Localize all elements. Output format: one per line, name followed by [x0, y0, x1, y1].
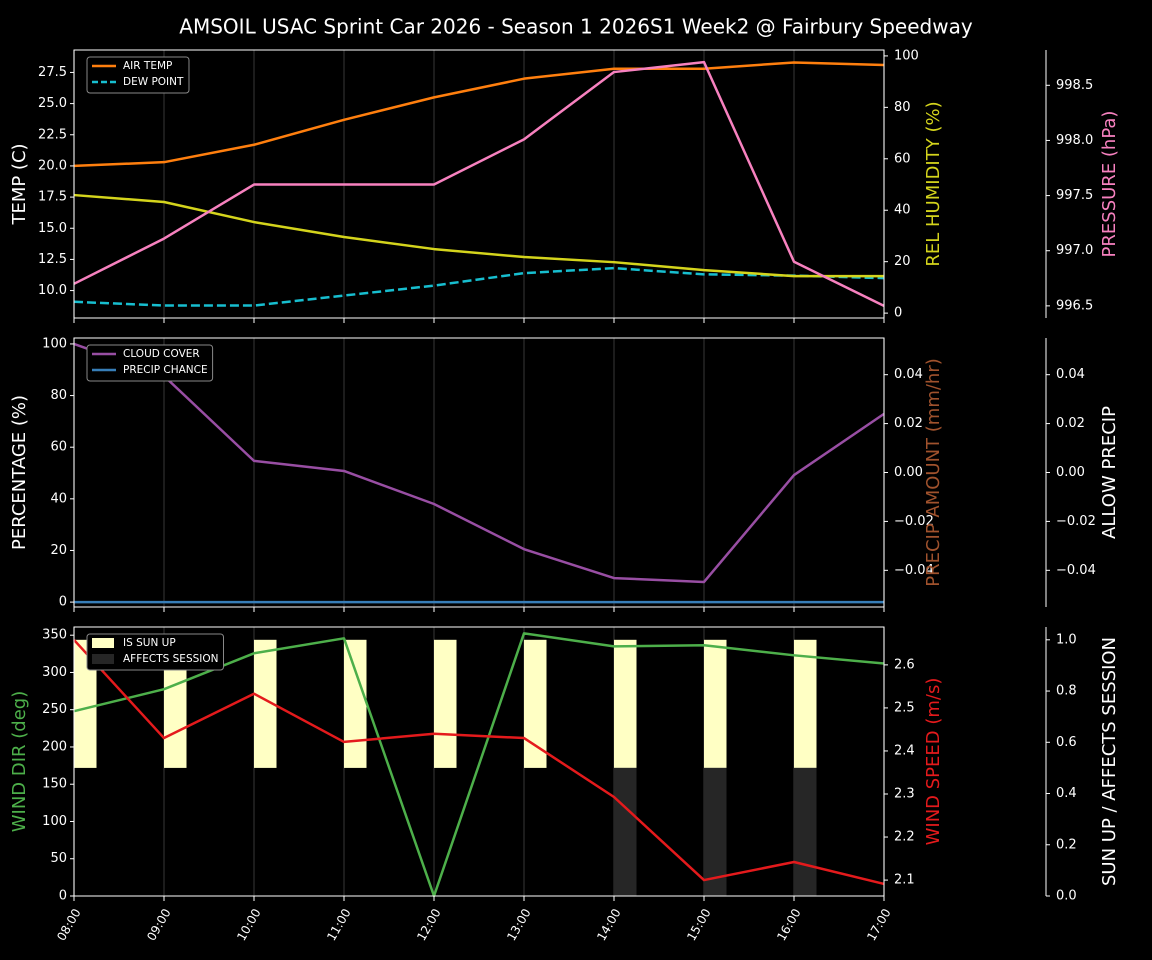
- series-line: [73, 61, 885, 168]
- y-tick-label: 60: [50, 440, 67, 455]
- y3-axis-label: SUN UP / AFFECTS SESSION: [1099, 637, 1120, 886]
- y-tick-label: 27.5: [38, 65, 67, 80]
- y-axis-label: PERCENTAGE (%): [9, 395, 30, 550]
- legend-box: [86, 633, 224, 671]
- y2-tick-label: 0.04: [894, 367, 923, 382]
- y-tick-label: 10.0: [38, 283, 67, 298]
- y-tick-label: 0: [59, 889, 67, 904]
- y-tick-label: 300: [42, 665, 67, 680]
- y2-tick-label: 0: [894, 306, 902, 321]
- y3-tick-label: 0.4: [1056, 786, 1077, 801]
- y-tick-label: 20: [50, 543, 67, 558]
- legend-label: AFFECTS SESSION: [123, 653, 219, 665]
- bar: [704, 639, 727, 768]
- bar: [614, 639, 637, 768]
- legend-label: AIR TEMP: [123, 60, 172, 72]
- y-tick-label: 100: [42, 336, 67, 351]
- y3-tick-label: 996.5: [1056, 298, 1093, 313]
- y-tick-label: 22.5: [38, 127, 67, 142]
- y2-tick-label: 2.3: [894, 786, 915, 801]
- plot-frame: [73, 626, 885, 897]
- legend-swatch: [92, 638, 114, 648]
- y3-tick-label: 1.0: [1056, 632, 1077, 647]
- y-tick-label: 200: [42, 739, 67, 754]
- legend-box: [86, 344, 214, 382]
- series-line: [73, 632, 885, 898]
- y-tick-label: 15.0: [38, 221, 67, 236]
- y3-tick-label: 0.6: [1056, 735, 1077, 750]
- plot-frame: [73, 49, 885, 319]
- y2-tick-label: 2.5: [894, 700, 915, 715]
- y-tick-label: 50: [50, 851, 67, 866]
- y2-tick-label: 0.00: [894, 465, 923, 480]
- legend: AIR TEMP DEW POINT: [86, 56, 190, 94]
- y3-axis-label: ALLOW PRECIP: [1099, 406, 1120, 539]
- legend-label: CLOUD COVER: [123, 348, 200, 360]
- bar: [524, 639, 547, 768]
- y2-tick-label: −0.04: [894, 563, 934, 578]
- y3-tick-label: −0.04: [1056, 563, 1096, 578]
- y-tick-label: 25.0: [38, 96, 67, 111]
- chart-title: AMSOIL USAC Sprint Car 2026 - Season 1 2…: [179, 15, 973, 39]
- y3-tick-label: 0.0: [1056, 889, 1077, 904]
- bar: [74, 639, 97, 768]
- legend-label: PRECIP CHANCE: [123, 364, 208, 376]
- bar: [794, 639, 817, 768]
- y3-tick-label: 998.0: [1056, 133, 1093, 148]
- bar: [434, 639, 457, 768]
- y2-tick-label: 2.1: [894, 873, 915, 888]
- bar: [344, 639, 367, 768]
- y2-tick-label: 2.6: [894, 657, 915, 672]
- series-line: [73, 60, 885, 307]
- y3-tick-label: 998.5: [1056, 78, 1093, 93]
- y2-tick-label: 100: [894, 48, 919, 63]
- series-line: [73, 639, 885, 886]
- y3-axis-label: PRESSURE (hPa): [1099, 111, 1120, 258]
- y2-tick-label: 80: [894, 100, 911, 115]
- legend-swatch: [92, 654, 114, 664]
- y3-tick-label: 0.00: [1056, 465, 1085, 480]
- bar: [254, 639, 277, 768]
- y-tick-label: 0: [59, 595, 67, 610]
- bar: [704, 767, 727, 896]
- y2-tick-label: 20: [894, 254, 911, 269]
- bar: [614, 767, 637, 896]
- y-tick-label: 350: [42, 628, 67, 643]
- y2-tick-label: 2.4: [894, 743, 915, 758]
- y-tick-label: 40: [50, 491, 67, 506]
- y-tick-label: 12.5: [38, 252, 67, 267]
- y-tick-label: 100: [42, 814, 67, 829]
- legend-label: IS SUN UP: [123, 637, 176, 649]
- y3-tick-label: 0.04: [1056, 367, 1085, 382]
- y2-axis-label: WIND SPEED (m/s): [923, 678, 944, 846]
- y2-tick-label: 2.2: [894, 830, 915, 845]
- y-tick-label: 250: [42, 702, 67, 717]
- y2-tick-label: 0.02: [894, 416, 923, 431]
- y2-axis-label: REL HUMIDITY (%): [923, 101, 944, 266]
- y-axis-label: TEMP (C): [9, 143, 30, 225]
- y2-axis-label: PRECIP AMOUNT (mm/hr): [923, 358, 944, 587]
- y3-tick-label: 0.2: [1056, 837, 1077, 852]
- legend: IS SUN UP AFFECTS SESSION: [86, 633, 224, 671]
- legend-label: DEW POINT: [123, 76, 184, 88]
- series-line: [73, 266, 885, 307]
- bar: [794, 767, 817, 896]
- y-axis-label: WIND DIR (deg): [9, 691, 30, 833]
- legend: CLOUD COVER PRECIP CHANCE: [86, 344, 214, 382]
- y-tick-label: 20.0: [38, 158, 67, 173]
- y-tick-label: 150: [42, 777, 67, 792]
- y-tick-label: 17.5: [38, 190, 67, 205]
- series-line: [73, 342, 885, 584]
- y2-tick-label: 40: [894, 203, 911, 218]
- y3-tick-label: 0.02: [1056, 416, 1085, 431]
- y2-tick-label: −0.02: [894, 514, 934, 529]
- y2-tick-label: 60: [894, 151, 911, 166]
- y3-tick-label: 997.0: [1056, 243, 1093, 258]
- y-tick-label: 80: [50, 388, 67, 403]
- y3-tick-label: 0.8: [1056, 684, 1077, 699]
- y3-tick-label: −0.02: [1056, 514, 1096, 529]
- y3-tick-label: 997.5: [1056, 188, 1093, 203]
